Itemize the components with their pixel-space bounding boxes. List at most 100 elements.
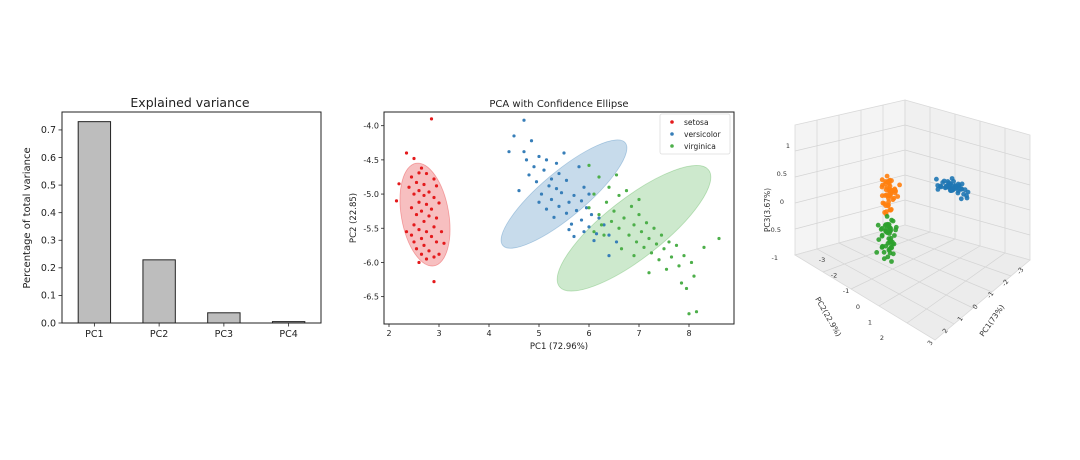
point-virginica xyxy=(617,226,621,230)
y-tick-label: 0.6 xyxy=(41,153,56,164)
point-versicolor xyxy=(544,158,549,162)
point-setosa xyxy=(429,234,434,239)
point-3d-green xyxy=(883,243,889,249)
x-tick-label: 7 xyxy=(636,329,641,338)
y-tick-label: 0.5 xyxy=(41,180,56,191)
point-versicolor xyxy=(554,186,559,191)
point-setosa xyxy=(417,200,421,204)
point-3d-green xyxy=(890,218,896,224)
x-tick-label: PC1 xyxy=(85,329,103,340)
point-virginica xyxy=(637,212,641,217)
point-virginica xyxy=(599,223,604,227)
point-setosa xyxy=(419,252,424,256)
point-setosa xyxy=(414,180,419,185)
point-versicolor xyxy=(554,161,559,165)
grid-line xyxy=(794,149,906,178)
grid-line xyxy=(906,252,1006,324)
point-3d-orange xyxy=(888,207,894,213)
point-versicolor xyxy=(559,191,564,195)
chart-title: PCA with Confidence Ellipse xyxy=(489,99,628,110)
point-3d-orange xyxy=(879,177,885,183)
point-versicolor xyxy=(557,171,561,176)
point-3d-orange xyxy=(886,199,891,205)
point-setosa xyxy=(397,182,401,186)
point-setosa xyxy=(432,280,436,284)
point-setosa xyxy=(422,193,426,198)
point-virginica xyxy=(689,260,694,265)
y-axis-label: PC2 (22.85) xyxy=(349,193,359,243)
point-virginica xyxy=(604,200,609,204)
legend-label-virginica: virginica xyxy=(684,142,716,151)
point-virginica xyxy=(597,212,601,217)
point-versicolor xyxy=(549,177,554,181)
z-ticks: 1 0.5 0 -0.5 -1 xyxy=(768,142,790,262)
point-setosa xyxy=(437,252,441,256)
y-axis-label: PC2(22.9%) xyxy=(813,295,843,338)
point-versicolor xyxy=(597,216,601,220)
point-versicolor xyxy=(512,134,516,138)
point-setosa xyxy=(417,171,421,175)
point-virginica xyxy=(642,245,646,250)
point-3d-blue xyxy=(958,196,964,202)
x-tick-label: 2 xyxy=(386,329,391,338)
point-virginica xyxy=(612,209,616,213)
point-3d-green xyxy=(888,235,894,241)
y-tick-label: 0.3 xyxy=(41,236,56,247)
point-3d-orange xyxy=(884,173,890,179)
y-tick-label: 0.4 xyxy=(41,208,56,219)
point-3d-orange xyxy=(882,193,888,198)
plot-frame xyxy=(383,111,735,325)
legend-marker-setosa xyxy=(670,120,674,124)
point-versicolor xyxy=(552,215,556,219)
point-3d-green xyxy=(890,239,895,245)
legend: setosa versicolor virginica xyxy=(659,113,731,155)
point-3d-green xyxy=(878,226,884,232)
point-setosa xyxy=(442,241,446,245)
point-3d-green xyxy=(881,249,887,255)
grid-line xyxy=(794,124,906,152)
point-virginica xyxy=(609,219,614,224)
point-virginica xyxy=(717,236,721,241)
z-tick-label: 1 xyxy=(786,142,790,150)
point-versicolor xyxy=(527,173,531,177)
point-3d-green xyxy=(883,228,888,234)
point-setosa xyxy=(439,230,444,234)
point-versicolor xyxy=(562,151,566,155)
point-virginica xyxy=(657,258,661,262)
point-versicolor xyxy=(529,139,534,143)
point-setosa xyxy=(427,190,431,194)
z-tick-label: -0.5 xyxy=(768,226,781,234)
point-setosa xyxy=(394,199,399,203)
point-versicolor xyxy=(614,240,619,244)
point-virginica xyxy=(587,206,591,210)
y-tick-label: -3 xyxy=(819,256,825,264)
point-3d-blue xyxy=(964,193,969,199)
point-setosa xyxy=(434,184,439,188)
point-setosa xyxy=(424,257,429,261)
point-versicolor xyxy=(574,208,579,213)
legend-label-versicolor: versicolor xyxy=(684,130,722,139)
point-setosa xyxy=(404,151,409,155)
point-setosa xyxy=(414,212,419,217)
point-virginica xyxy=(647,271,651,275)
y-tick-label: 0.7 xyxy=(41,125,56,136)
point-3d-green xyxy=(892,233,897,238)
point-setosa xyxy=(429,117,434,121)
y-tick-label: -1 xyxy=(843,287,849,295)
y-tick-label: -4.0 xyxy=(363,122,379,131)
point-virginica xyxy=(619,247,624,251)
point-setosa xyxy=(417,189,421,193)
point-setosa xyxy=(409,206,414,210)
y-tick-label: 0 xyxy=(856,303,860,311)
point-virginica xyxy=(624,189,629,193)
point-virginica xyxy=(694,310,699,314)
point-virginica xyxy=(669,255,674,259)
point-virginica xyxy=(639,230,644,234)
point-virginica xyxy=(614,173,619,177)
point-3d-blue xyxy=(951,179,956,184)
point-versicolor xyxy=(564,211,569,215)
point-3d-green xyxy=(885,254,891,260)
point-setosa xyxy=(417,228,421,232)
y-tick-label: -5.5 xyxy=(363,224,379,233)
